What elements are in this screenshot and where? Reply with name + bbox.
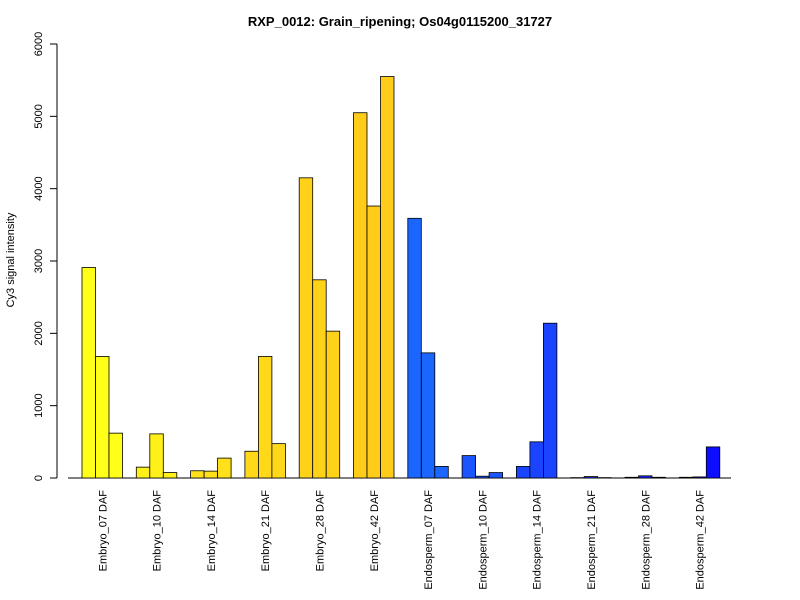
bar	[325, 330, 341, 479]
bar	[583, 476, 599, 479]
x-tick-label: Embryo_28 DAF	[314, 490, 326, 572]
bar	[244, 450, 259, 479]
y-axis-ticks: 0 1000 2000 3000 4000 5000 6000	[33, 32, 57, 481]
y-tick-label: 4000	[33, 176, 45, 200]
bar	[81, 267, 96, 479]
bar	[651, 476, 666, 479]
bars-group	[81, 76, 721, 479]
x-tick-label: Embryo_42 DAF	[369, 490, 381, 572]
bar	[434, 466, 449, 479]
bar	[190, 470, 205, 479]
bar	[420, 352, 436, 479]
bar	[257, 356, 273, 479]
y-tick-label: 2000	[33, 321, 45, 345]
bar	[692, 476, 707, 479]
x-tick-label: Endosperm_14 DAF	[532, 490, 544, 590]
bar	[162, 472, 178, 479]
y-tick-label: 1000	[33, 393, 45, 417]
y-tick-label: 5000	[33, 104, 45, 128]
chart-title: RXP_0012: Grain_ripening; Os04g0115200_3…	[248, 14, 552, 29]
bar	[488, 472, 504, 479]
bar	[298, 177, 314, 479]
bar	[95, 356, 110, 479]
bar	[543, 322, 558, 479]
bar	[624, 476, 639, 479]
bar	[271, 443, 286, 479]
bar	[516, 466, 531, 479]
bar	[353, 112, 368, 479]
bar	[217, 457, 232, 479]
y-axis-label: Cy3 signal intensity	[5, 212, 17, 307]
bar	[366, 205, 381, 479]
bar	[312, 279, 327, 479]
bar	[108, 432, 123, 479]
bar	[638, 475, 653, 479]
x-tick-label: Endosperm_42 DAF	[695, 490, 707, 590]
x-tick-label: Embryo_07 DAF	[97, 490, 109, 572]
x-tick-label: Endosperm_21 DAF	[586, 490, 598, 590]
x-tick-label: Endosperm_10 DAF	[477, 490, 489, 590]
bar	[678, 476, 694, 479]
y-tick-label: 3000	[33, 249, 45, 273]
bar	[529, 441, 544, 479]
y-tick-label: 0	[33, 475, 45, 481]
x-tick-label: Embryo_14 DAF	[206, 490, 218, 572]
bar	[135, 466, 151, 479]
bar	[705, 446, 721, 479]
bar	[149, 433, 164, 479]
x-tick-label: Embryo_21 DAF	[260, 490, 272, 572]
x-tick-label: Endosperm_07 DAF	[423, 490, 435, 590]
y-tick-label: 6000	[33, 32, 45, 56]
bar	[380, 76, 395, 479]
bar	[407, 217, 422, 479]
bar	[475, 475, 490, 479]
x-tick-label: Embryo_10 DAF	[152, 490, 164, 572]
x-axis-tick-labels: Embryo_07 DAF Embryo_10 DAF Embryo_14 DAF E…	[97, 490, 706, 590]
x-tick-label: Endosperm_28 DAF	[640, 490, 652, 590]
bar	[203, 470, 219, 479]
bar	[461, 455, 477, 479]
